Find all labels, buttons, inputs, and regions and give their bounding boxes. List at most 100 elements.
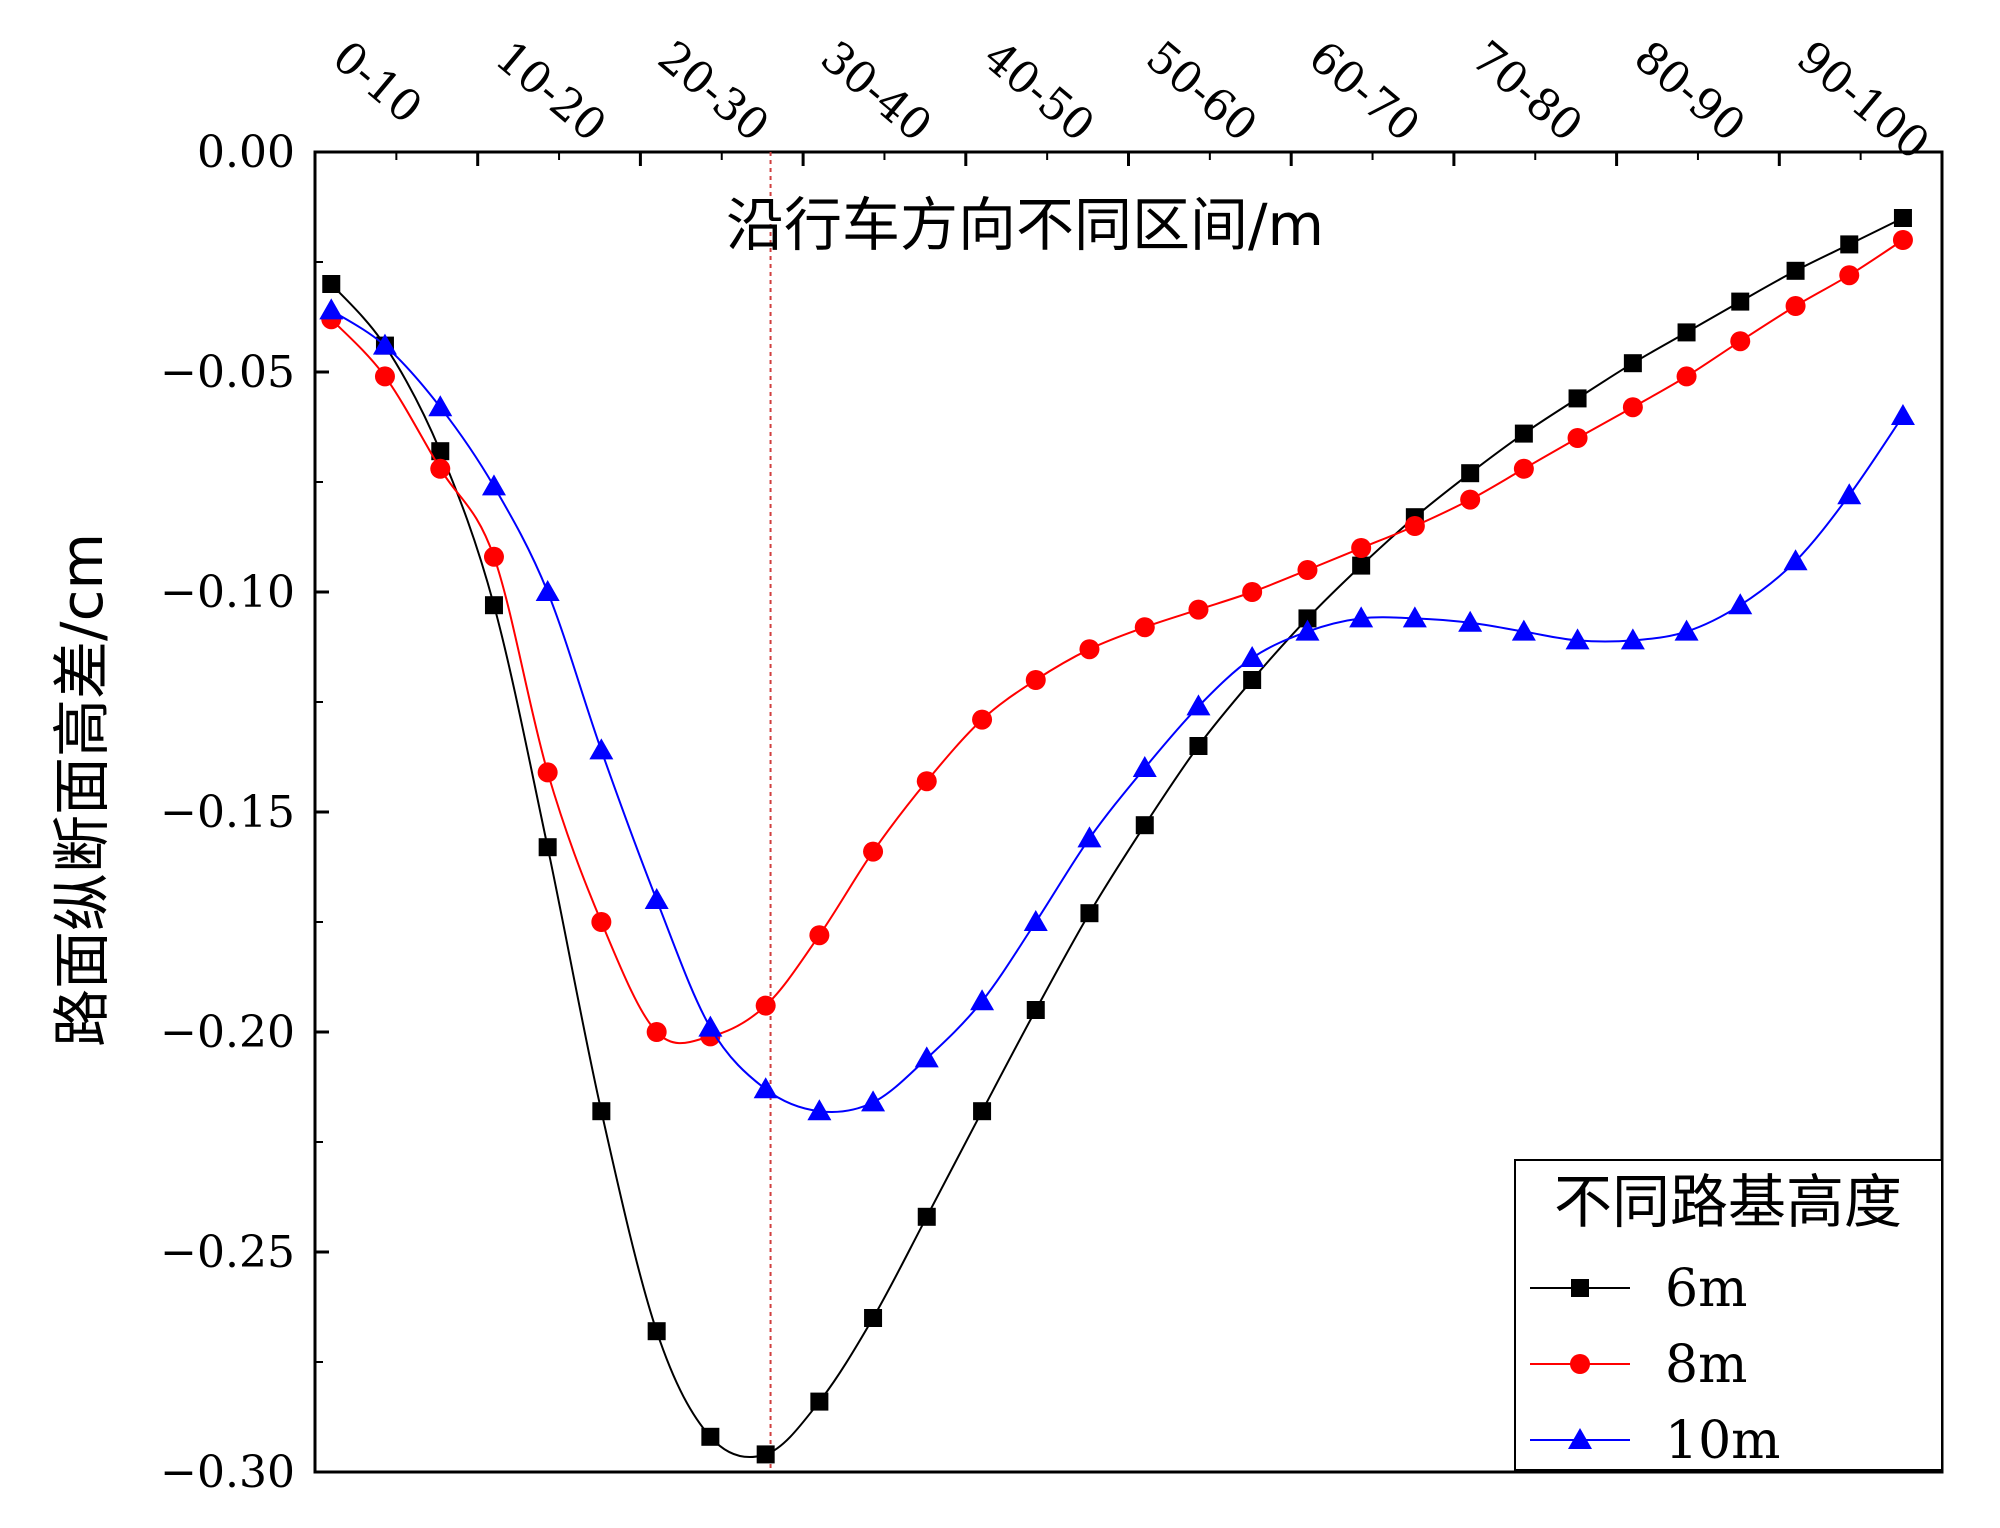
- x-tick-label: 10-20: [486, 31, 616, 152]
- data-point: [1783, 549, 1808, 571]
- data-point: [1023, 910, 1048, 931]
- data-point: [1728, 593, 1753, 615]
- data-point: [753, 1077, 778, 1099]
- series-line: [330, 239, 1904, 1045]
- x-axis-title: 沿行车方向不同区间/m: [726, 191, 1324, 259]
- data-point: [1514, 424, 1533, 443]
- data-point: [1349, 606, 1374, 628]
- y-axis-ticks: 0.00 −0.05 −0.10 −0.15 −0.20 −0.25 −0.30: [160, 127, 329, 1498]
- data-point: [592, 1102, 611, 1121]
- data-point: [1132, 756, 1157, 777]
- x-tick-label: 0-10: [323, 31, 432, 134]
- data-point: [1460, 489, 1481, 510]
- series-layer: [319, 209, 1915, 1464]
- x-tick-label: 20-30: [648, 31, 778, 152]
- data-point: [1513, 458, 1534, 479]
- data-point: [431, 442, 450, 461]
- data-point: [1025, 670, 1046, 690]
- data-point: [1404, 516, 1425, 536]
- data-point: [1188, 599, 1209, 620]
- data-point: [1623, 354, 1642, 373]
- data-point: [537, 762, 558, 783]
- data-point: [1565, 628, 1590, 650]
- data-point: [372, 333, 397, 355]
- y-tick-label: −0.20: [160, 1007, 295, 1058]
- data-point: [1890, 404, 1915, 425]
- series-10m: [319, 298, 1915, 1121]
- data-point: [917, 1207, 936, 1226]
- data-point: [916, 771, 937, 792]
- data-point: [1240, 646, 1265, 667]
- data-point: [1352, 556, 1371, 575]
- data-point: [1731, 292, 1750, 311]
- data-point: [972, 709, 993, 730]
- data-point: [589, 738, 614, 760]
- data-point: [1351, 538, 1372, 558]
- data-point: [538, 838, 557, 857]
- legend-marker: [1568, 1428, 1592, 1449]
- series-8m: [321, 230, 1913, 1047]
- data-point: [1242, 582, 1263, 602]
- y-tick-label: −0.30: [160, 1447, 295, 1498]
- x-tick-label: 30-40: [811, 31, 941, 152]
- data-point: [481, 474, 506, 496]
- data-point: [646, 1022, 667, 1042]
- data-point: [483, 546, 504, 567]
- series-line: [330, 309, 1904, 1113]
- data-point: [319, 298, 344, 320]
- data-point: [430, 458, 451, 479]
- y-tick-label: −0.25: [160, 1227, 295, 1278]
- data-point: [1026, 1001, 1045, 1019]
- data-point: [864, 1309, 883, 1327]
- x-tick-label: 80-90: [1625, 31, 1755, 152]
- y-tick-label: −0.10: [160, 567, 295, 618]
- data-point: [644, 888, 669, 909]
- legend: 不同路基高度 6m 8m 10m: [1514, 1159, 1943, 1471]
- data-point: [810, 1392, 829, 1411]
- legend-label: 10m: [1665, 1411, 1780, 1471]
- data-point: [1620, 628, 1645, 650]
- data-point: [1511, 619, 1536, 641]
- data-point: [698, 1015, 723, 1037]
- data-point: [1189, 737, 1208, 755]
- data-point: [973, 1102, 992, 1121]
- y-tick-label: −0.05: [160, 347, 295, 398]
- data-point: [1785, 296, 1806, 316]
- data-point: [1567, 428, 1588, 448]
- x-tick-label: 70-80: [1462, 31, 1592, 152]
- legend-box: [1514, 1159, 1943, 1471]
- legend-marker: [1570, 1354, 1590, 1374]
- data-point: [1892, 230, 1913, 250]
- data-point: [1295, 619, 1320, 641]
- data-point: [1134, 617, 1155, 638]
- data-point: [756, 1445, 775, 1464]
- data-point: [970, 989, 995, 1011]
- data-point: [863, 841, 884, 862]
- data-point: [807, 1099, 832, 1121]
- data-point: [1297, 560, 1318, 580]
- data-point: [1674, 619, 1699, 641]
- data-point: [374, 366, 395, 387]
- data-point: [809, 925, 830, 946]
- data-point: [861, 1090, 886, 1112]
- y-tick-label: −0.15: [160, 787, 295, 838]
- x-tick-label: 60-70: [1299, 31, 1429, 152]
- data-point: [1837, 483, 1862, 505]
- data-point: [428, 395, 453, 417]
- data-point: [755, 995, 776, 1016]
- data-point: [1077, 826, 1102, 848]
- legend-label: 8m: [1665, 1335, 1747, 1395]
- data-point: [1622, 397, 1643, 418]
- data-point: [1135, 816, 1154, 835]
- data-point: [1243, 671, 1262, 689]
- data-point: [914, 1046, 939, 1068]
- legend-title: 不同路基高度: [1554, 1168, 1902, 1236]
- x-tick-label: 50-60: [1136, 31, 1266, 152]
- data-point: [1893, 209, 1912, 227]
- data-point: [1458, 610, 1483, 632]
- data-point: [1839, 265, 1860, 286]
- legend-marker: [1571, 1279, 1589, 1297]
- data-point: [1461, 464, 1480, 483]
- data-point: [1080, 904, 1099, 923]
